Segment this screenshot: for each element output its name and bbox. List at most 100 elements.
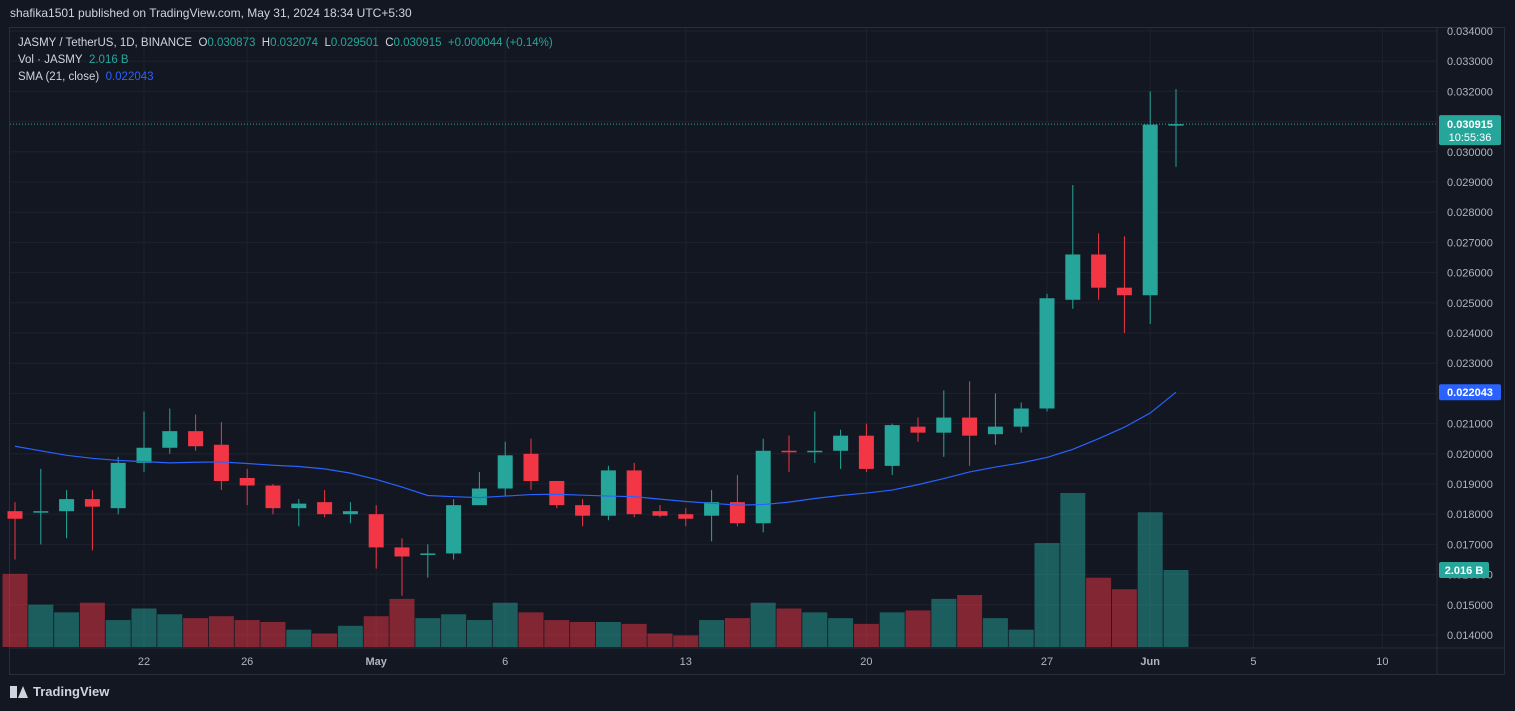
volume-bar [260,621,286,647]
sma-polyline [14,391,1177,506]
volume-bar [441,614,467,647]
volume-row: Vol · JASMY 2.016 B [18,52,553,69]
footer-brand[interactable]: TradingView [10,684,109,699]
candle-body [265,485,281,509]
time-tick-label: 22 [138,656,150,668]
volume-bar [518,612,544,647]
candle-body [497,455,513,489]
tradingview-logo-icon [10,685,28,698]
volume-bar [1060,493,1086,647]
sma-badge [1439,384,1501,401]
price-tick-label: 0.029000 [1447,177,1493,189]
sma-row: SMA (21, close) 0.022043 [18,69,553,86]
price-badge-value: 0.030915 [1447,119,1493,131]
volume-bar [853,623,879,647]
price-tick-label: 0.019000 [1447,479,1493,491]
sma-value: 0.022043 [105,71,154,83]
time-tick-label: 5 [1250,656,1256,668]
volume-bar [1111,589,1137,647]
brand-label: TradingView [33,684,110,699]
price-badge-countdown: 10:55:36 [1449,132,1492,144]
volume-bar [776,608,802,647]
candle-body [936,417,952,433]
volume-value: 2.016 B [88,54,129,66]
candle-body [471,488,487,506]
grid [10,28,1505,675]
volume-bar [673,635,699,647]
candle-body [781,450,797,453]
candle-body [626,470,642,515]
price-tick-label: 0.032000 [1447,86,1493,98]
price-tick-label: 0.034000 [1447,26,1493,38]
price-tick-label: 0.028000 [1447,207,1493,219]
price-tick-label: 0.023000 [1447,358,1493,370]
candle-body [136,447,152,463]
candle-body [33,511,49,513]
time-tick-label: Jun [1140,656,1160,668]
chart-frame [9,27,1505,675]
volume-bar [466,620,492,647]
volume-bar [570,621,596,647]
volume-bar [131,608,157,647]
candle-body [59,499,75,512]
candle-body [84,499,100,507]
volume-bar [957,595,983,647]
time-tick-label: 6 [502,656,508,668]
candle-body [342,511,358,515]
candle-body [600,470,616,516]
volume-bar [621,623,647,647]
volume-bar [1034,543,1060,647]
candles [7,89,1184,596]
candle-body [1065,254,1081,300]
volume-bar [905,610,931,647]
candle-body [652,511,668,516]
volume-bar [1086,577,1112,647]
volume-label: Vol · JASMY [18,54,83,66]
candle-body [1013,408,1029,427]
price-tick-label: 0.024000 [1447,328,1493,340]
volume-bar [750,602,776,647]
candle-body [884,425,900,466]
volume-bar [931,598,957,647]
volume-bars [2,493,1189,647]
low-value: 0.029501 [330,37,379,49]
candle-body [291,503,307,509]
candle-body [446,505,462,554]
volume-bar [879,612,905,647]
candle-body [368,514,384,548]
price-tick-label: 0.018000 [1447,509,1493,521]
volume-bar [312,633,338,647]
price-tick-label: 0.015000 [1447,600,1493,612]
volume-bar [157,614,183,647]
time-tick-label: 26 [241,656,253,668]
price-tick-label: 0.033000 [1447,56,1493,68]
candle-body [962,417,978,436]
volume-bar [105,620,131,647]
price-tick-label: 0.030000 [1447,147,1493,159]
candle-body [575,505,591,516]
candle-body [420,553,436,555]
volume-badge [1439,562,1489,578]
sma-badge-value: 0.022043 [1447,387,1493,399]
candle-body [394,547,410,557]
volume-bar [234,620,260,647]
candle-body [858,435,874,469]
chart-legend: JASMY / TetherUS, 1D, BINANCE O0.030873 … [18,35,553,86]
time-tick-label: May [365,656,387,668]
candle-body [549,480,565,506]
candle-body [1142,124,1158,296]
candle-body [317,502,333,515]
volume-bar [1163,570,1189,647]
open-value: 0.030873 [207,37,256,49]
candle-body [704,502,720,516]
close-value: 0.030915 [393,37,442,49]
candle-body [188,431,204,447]
price-tick-label: 0.017000 [1447,539,1493,551]
symbol-label: JASMY / TetherUS, 1D, BINANCE [18,37,193,49]
sma-line [14,391,1177,506]
volume-bar [389,598,415,647]
volume-bar [595,621,621,647]
candle-body [213,444,229,481]
candle-body [523,453,539,481]
